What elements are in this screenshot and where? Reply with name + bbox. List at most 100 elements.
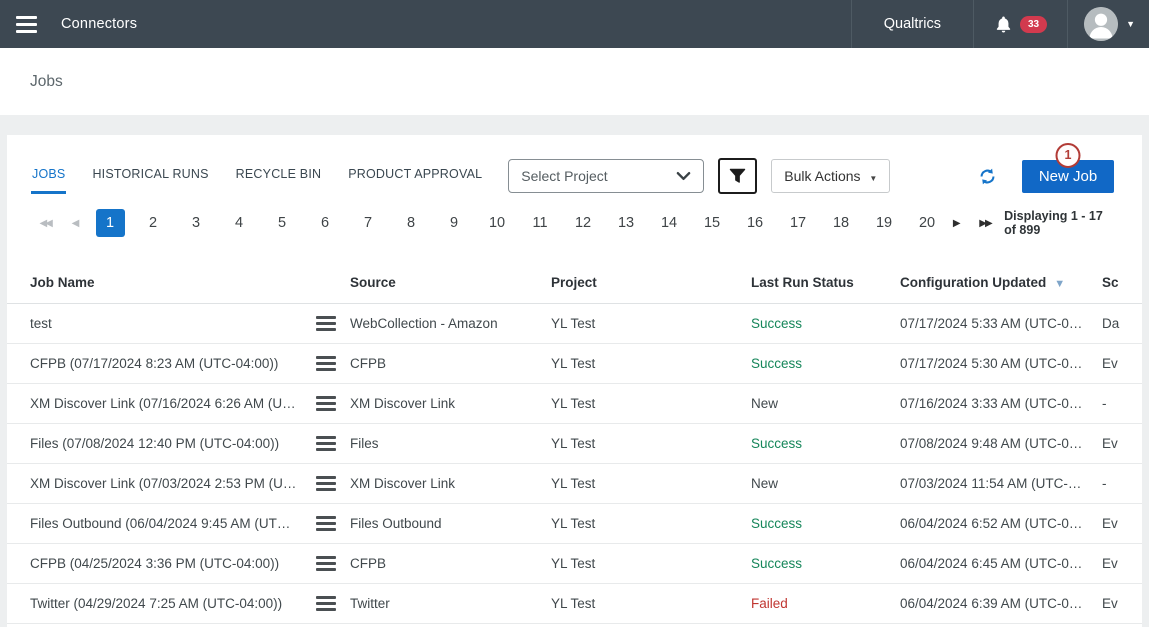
column-header-job-name[interactable]: Job Name [7,263,350,304]
page-19[interactable]: 19 [870,209,899,237]
project-select-value: Select Project [521,168,608,184]
schedule-cell: Ev [1102,503,1142,544]
brand-menu[interactable]: Qualtrics [850,0,973,48]
project-cell: YL Test [551,343,751,384]
status-badge: New [751,395,779,411]
row-menu-icon[interactable] [316,441,336,445]
topbar-right: Qualtrics 33 ▼ [850,0,1149,48]
filter-button[interactable] [718,158,758,194]
page-11[interactable]: 11 [526,209,555,237]
config-updated-cell: 06/04/2024 6:52 AM (UTC-0… [900,503,1102,544]
job-name: XM Discover Link (07/03/2024 2:53 PM (U… [30,475,297,491]
page-number-list: 1 2 3 4 5 6 7 8 9 10 11 12 13 14 15 16 17 18 19 20 [95,209,942,237]
column-header-configuration-updated[interactable]: Configuration Updated ▼ [900,263,1102,304]
status-cell: Success [751,543,900,584]
row-menu-icon[interactable] [316,521,336,525]
status-cell: Success [751,343,900,384]
table-row: CFPB (07/17/2024 8:23 AM (UTC-04:00)) CFP… [7,343,1142,384]
page-10[interactable]: 10 [483,209,512,237]
page-title-band: Jobs [0,48,1149,115]
top-header: Connectors Qualtrics 33 ▼ [0,0,1149,48]
funnel-icon [729,168,746,184]
row-menu-icon[interactable] [316,361,336,365]
page-14[interactable]: 14 [655,209,684,237]
jobs-table: Job Name Source Project Last Run Status Conf… [7,263,1142,624]
row-menu-icon[interactable] [316,321,336,325]
config-updated-cell: 07/08/2024 9:48 AM (UTC-0… [900,423,1102,464]
schedule-cell: Ev [1102,343,1142,384]
page-17[interactable]: 17 [784,209,813,237]
project-select[interactable]: Select Project [508,159,705,193]
column-header-last-run-status[interactable]: Last Run Status [751,263,900,304]
page-15[interactable]: 15 [698,209,727,237]
config-updated-cell: 07/03/2024 11:54 AM (UTC-… [900,463,1102,504]
toolbar: JOBS HISTORICAL RUNS RECYCLE BIN PRODUCT AP… [7,135,1142,194]
page-4[interactable]: 4 [225,209,254,237]
source-cell: CFPB [350,343,551,384]
user-menu[interactable]: ▼ [1067,0,1149,48]
page-title: Jobs [30,72,63,90]
page-13[interactable]: 13 [612,209,641,237]
column-header-project[interactable]: Project [551,263,751,304]
page-6[interactable]: 6 [311,209,340,237]
job-name: CFPB (04/25/2024 3:36 PM (UTC-04:00)) [30,555,280,571]
project-cell: YL Test [551,543,751,584]
schedule-cell: Ev [1102,423,1142,464]
page-9[interactable]: 9 [440,209,469,237]
status-badge: Success [751,555,803,571]
row-menu-icon[interactable] [316,601,336,605]
schedule-cell: - [1102,383,1142,424]
jobs-card: JOBS HISTORICAL RUNS RECYCLE BIN PRODUCT AP… [7,135,1142,627]
page-3[interactable]: 3 [182,209,211,237]
job-name-cell: XM Discover Link (07/03/2024 2:53 PM (U… [7,463,350,504]
row-menu-icon[interactable] [316,481,336,485]
status-cell: Success [751,423,900,464]
status-badge: Success [751,355,803,371]
bulk-actions-label: Bulk Actions [784,168,861,184]
page-7[interactable]: 7 [354,209,383,237]
row-menu-icon[interactable] [316,561,336,565]
table-row: XM Discover Link (07/03/2024 2:53 PM (U…… [7,463,1142,504]
column-header-sc[interactable]: Sc [1102,263,1142,304]
page-2[interactable]: 2 [139,209,168,237]
bulk-actions-button[interactable]: Bulk Actions ▼ [771,159,891,193]
config-updated-cell: 06/04/2024 6:45 AM (UTC-0… [900,543,1102,584]
tab-product-approval[interactable]: PRODUCT APPROVAL [347,158,483,194]
source-cell: CFPB [350,543,551,584]
job-name: Files (07/08/2024 12:40 PM (UTC-04:00)) [30,435,280,451]
source-cell: XM Discover Link [350,383,551,424]
page-16[interactable]: 16 [741,209,770,237]
table-row: XM Discover Link (07/16/2024 6:26 AM (U…… [7,383,1142,424]
project-cell: YL Test [551,583,751,624]
page-8[interactable]: 8 [397,209,426,237]
source-cell: WebCollection - Amazon [350,303,551,344]
chevron-down-icon [676,171,691,181]
schedule-cell: Ev [1102,543,1142,584]
tab-historical-runs[interactable]: HISTORICAL RUNS [91,158,209,194]
column-header-source[interactable]: Source [350,263,551,304]
tab-jobs[interactable]: JOBS [31,158,67,194]
status-badge: Success [751,435,803,451]
first-page-button[interactable]: ◀◀ [35,218,55,229]
last-page-button[interactable]: ▶▶ [975,218,995,229]
prev-page-button[interactable]: ◀ [64,218,84,229]
source-cell: Twitter [350,583,551,624]
page-18[interactable]: 18 [827,209,856,237]
project-cell: YL Test [551,423,751,464]
page-1[interactable]: 1 [95,209,125,237]
refresh-icon[interactable] [979,168,996,185]
row-menu-icon[interactable] [316,401,336,405]
job-name-cell: CFPB (07/17/2024 8:23 AM (UTC-04:00)) [7,343,350,384]
tab-recycle-bin[interactable]: RECYCLE BIN [235,158,323,194]
job-name-cell: Files Outbound (06/04/2024 9:45 AM (UT… [7,503,350,544]
status-badge: New [751,475,779,491]
page-20[interactable]: 20 [913,209,942,237]
menu-icon[interactable] [6,6,47,43]
next-page-button[interactable]: ▶ [946,218,966,229]
page-12[interactable]: 12 [569,209,598,237]
notifications-button[interactable]: 33 [972,0,1067,48]
page-5[interactable]: 5 [268,209,297,237]
config-updated-cell: 07/16/2024 3:33 AM (UTC-0… [900,383,1102,424]
source-cell: Files Outbound [350,503,551,544]
bell-icon [994,15,1013,34]
